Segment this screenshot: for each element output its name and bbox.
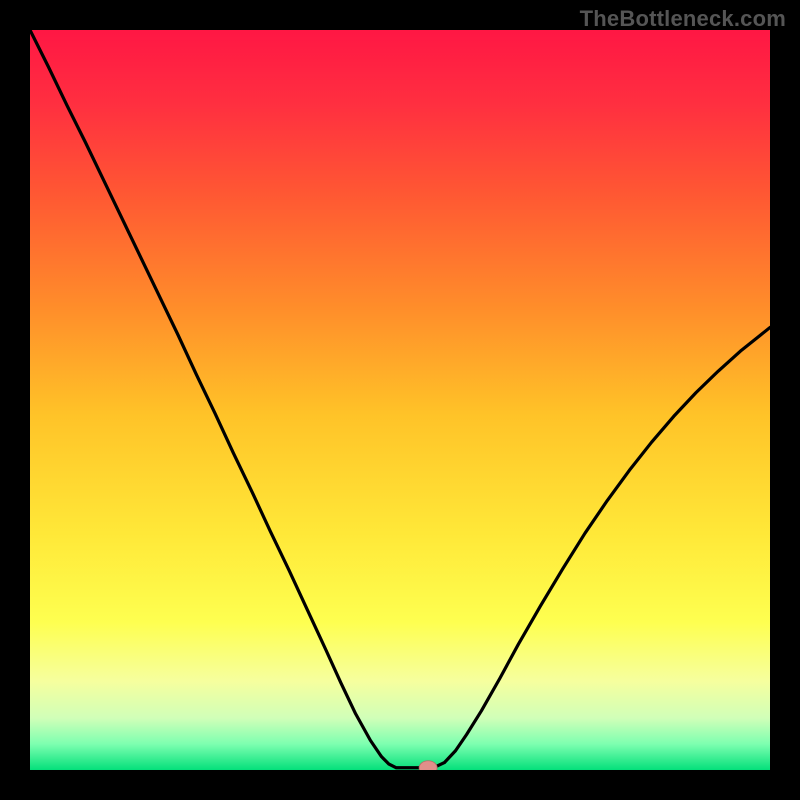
optimal-point-marker — [419, 761, 437, 775]
chart-container: TheBottleneck.com — [0, 0, 800, 800]
gradient-background — [30, 30, 770, 770]
watermark-text: TheBottleneck.com — [580, 6, 786, 32]
bottleneck-curve-chart — [0, 0, 800, 800]
